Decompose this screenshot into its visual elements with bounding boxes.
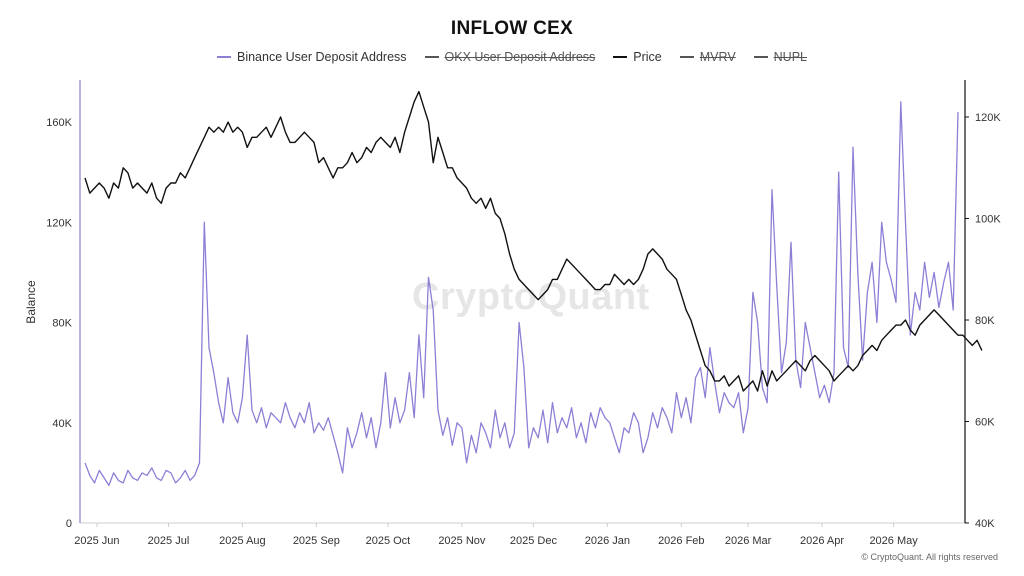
x-tick-label: 2026 Apr: [800, 535, 844, 547]
x-tick-label: 2025 Sep: [293, 535, 340, 547]
legend-label-mvrv: MVRV: [699, 50, 736, 64]
y-left-tick-label: 120K: [46, 217, 72, 229]
y-left-tick-label: 160K: [46, 117, 72, 129]
x-tick-label: 2025 Jun: [74, 535, 119, 547]
legend-item-mvrv[interactable]: MVRV: [679, 50, 736, 64]
x-tick-label: 2025 Nov: [438, 535, 486, 547]
y-right-tick-label: 60K: [975, 417, 995, 429]
legend-label-binance: Binance User Deposit Address: [236, 50, 407, 64]
chart-axes: 0 40K 80K 120K 160K 40K 60K 80K 100K 120K 2025 Jun…: [46, 80, 1001, 547]
chart-marks: [84, 90, 983, 487]
x-tick-label: 2025 Dec: [510, 535, 558, 547]
y-left-tick-label: 0: [66, 518, 72, 530]
series-line-price: [84, 90, 983, 392]
y-right-tick-label: 40K: [975, 518, 995, 530]
legend-item-price[interactable]: Price: [613, 50, 662, 64]
y-axis-title-left: Balance: [24, 280, 38, 324]
y-right-tick-label: 120K: [975, 112, 1001, 124]
legend-swatch-mvrv: [679, 56, 694, 58]
y-right-tick-label: 100K: [975, 214, 1001, 226]
x-tick-label: 2026 Feb: [658, 535, 704, 547]
legend-swatch-okx: [424, 56, 439, 58]
x-tick-label: 2026 Jan: [585, 535, 630, 547]
series-line-binance-deposit: [84, 101, 959, 487]
legend-swatch-price: [613, 56, 628, 58]
legend-item-okx[interactable]: OKX User Deposit Address: [424, 50, 596, 64]
x-tick-label: 2025 Oct: [366, 535, 411, 547]
x-tick-label: 2026 Mar: [725, 535, 772, 547]
x-tick-label: 2026 May: [869, 535, 918, 547]
legend-label-nupl: NUPL: [773, 50, 807, 64]
y-left-tick-label: 40K: [52, 418, 72, 430]
legend-item-binance[interactable]: Binance User Deposit Address: [216, 50, 407, 64]
x-tick-label: 2025 Aug: [219, 535, 266, 547]
copyright-text: © CryptoQuant. All rights reserved: [861, 552, 998, 562]
legend-label-okx: OKX User Deposit Address: [444, 50, 596, 64]
x-tick-label: 2025 Jul: [148, 535, 190, 547]
legend-swatch-nupl: [753, 56, 768, 58]
chart-title: INFLOW CEX: [450, 18, 574, 39]
legend-swatch-binance: [216, 56, 231, 58]
y-right-tick-label: 80K: [975, 315, 995, 327]
legend-label-price: Price: [633, 50, 662, 64]
legend: Binance User Deposit Address OKX User De…: [0, 50, 1024, 64]
legend-item-nupl[interactable]: NUPL: [753, 50, 807, 64]
y-left-tick-label: 80K: [52, 318, 72, 330]
